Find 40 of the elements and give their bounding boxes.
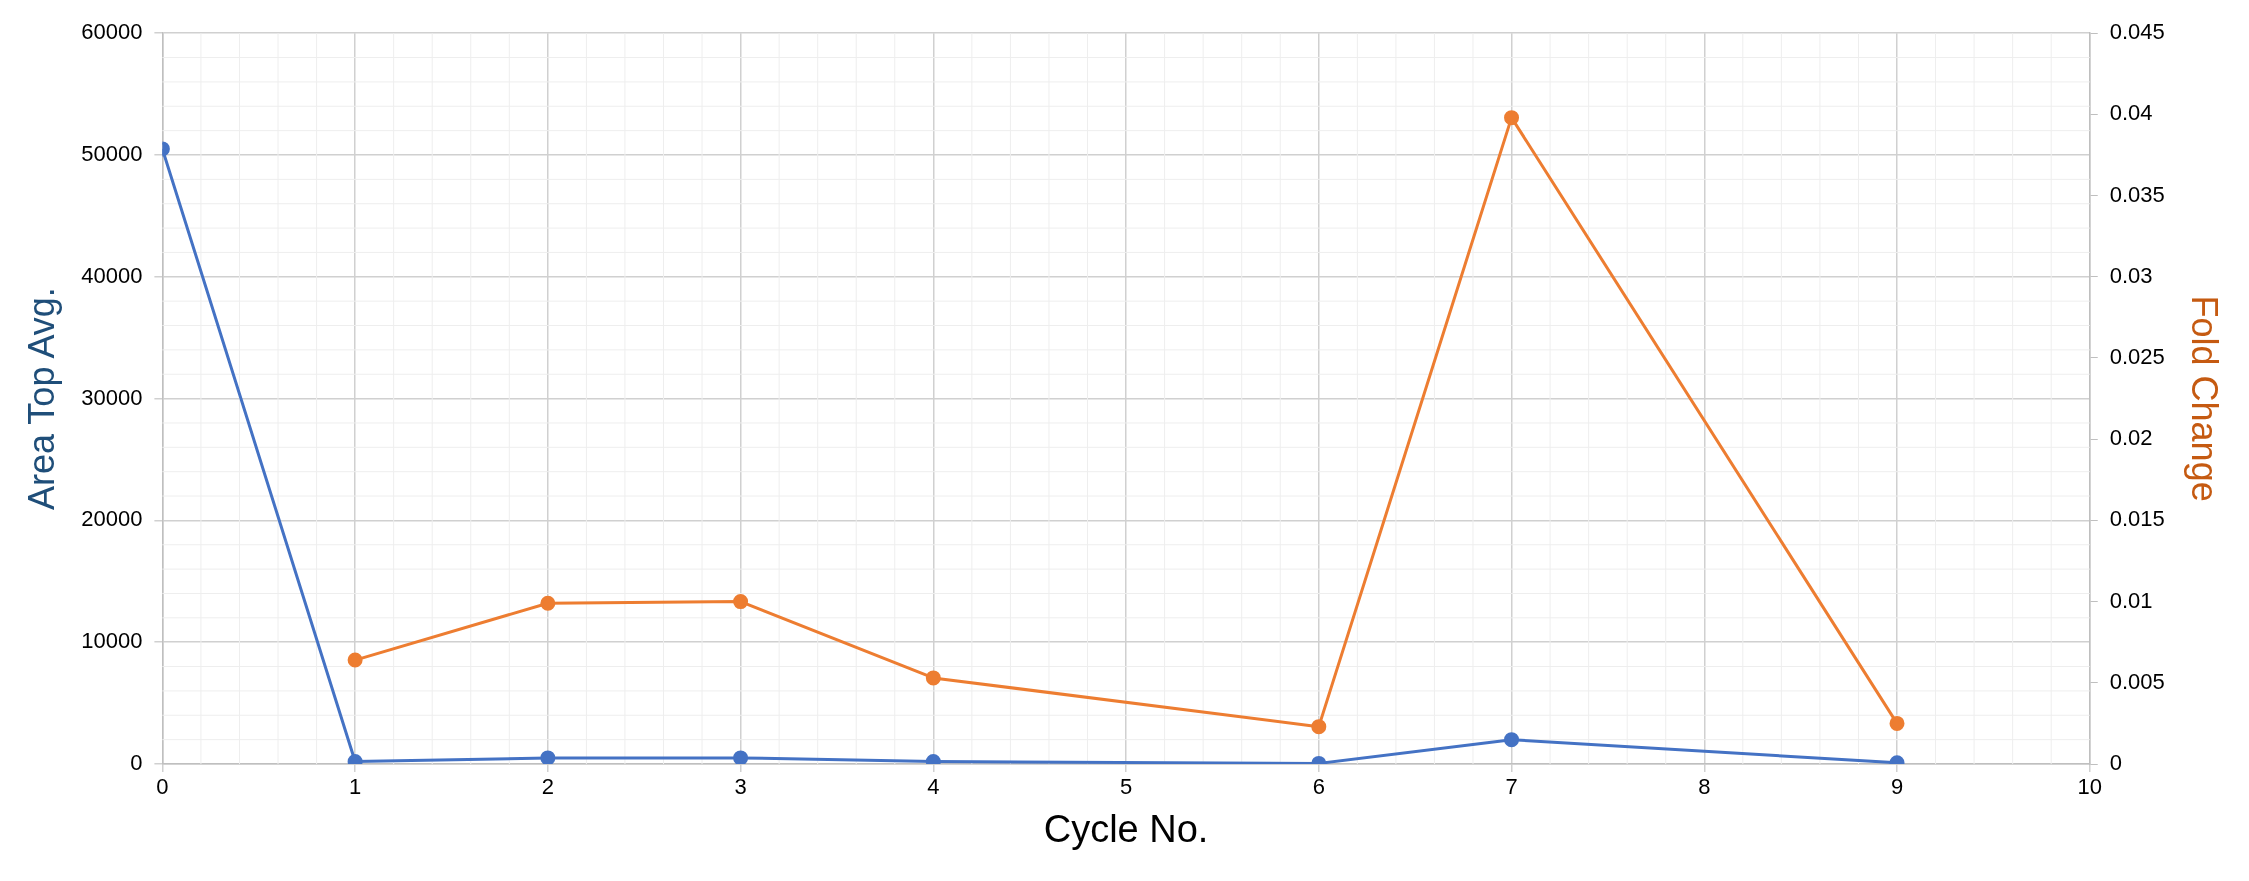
x-tick-label: 8 (1698, 774, 1711, 800)
y2-tick-label: 0.025 (2109, 344, 2165, 370)
x-tick-label: 0 (156, 774, 169, 800)
y2-tick-label: 0.01 (2109, 587, 2153, 613)
y2-tick-label: 0.035 (2109, 181, 2165, 207)
x-tick-label: 10 (2077, 774, 2102, 800)
x-axis-title: Cycle No. (1043, 807, 1209, 850)
point (540, 750, 556, 764)
y2-tick-label: 0.02 (2109, 425, 2153, 451)
x-tick-label: 6 (1312, 774, 1325, 800)
y2-tick-label: 0.015 (2109, 506, 2165, 532)
y2-tick-label: 0.04 (2109, 100, 2153, 126)
point (1504, 110, 1520, 126)
point (540, 595, 556, 611)
x-tick-label: 5 (1119, 774, 1133, 800)
x-tick-label: 9 (1890, 774, 1904, 800)
y2-tick-label: 0 (2109, 750, 2122, 776)
x-tick-label: 3 (734, 774, 747, 800)
y-axis-title: Area Top Avg. (20, 287, 62, 511)
y-tick-label: 50000 (81, 141, 143, 167)
y-tick-label: 0 (130, 750, 143, 776)
point (1889, 715, 1905, 731)
x-tick-label: 7 (1505, 774, 1518, 800)
y-tick-label: 30000 (81, 384, 143, 410)
y2-tick-label: 0.03 (2109, 262, 2153, 288)
point (733, 750, 749, 764)
y-tick-label: 10000 (81, 628, 143, 654)
y-tick-label: 60000 (81, 19, 143, 45)
point (347, 652, 363, 668)
y2-tick-label: 0.045 (2109, 19, 2165, 45)
point (733, 594, 749, 610)
y-tick-label: 40000 (81, 262, 143, 288)
point (925, 670, 941, 686)
x-tick-label: 4 (927, 774, 940, 800)
y2-axis-title: Fold Change (2184, 295, 2226, 502)
x-tick-label: 2 (541, 774, 554, 800)
x-tick-label: 1 (348, 774, 362, 800)
y2-tick-label: 0.005 (2109, 668, 2165, 694)
y-tick-label: 20000 (81, 506, 143, 532)
point (1311, 719, 1327, 735)
